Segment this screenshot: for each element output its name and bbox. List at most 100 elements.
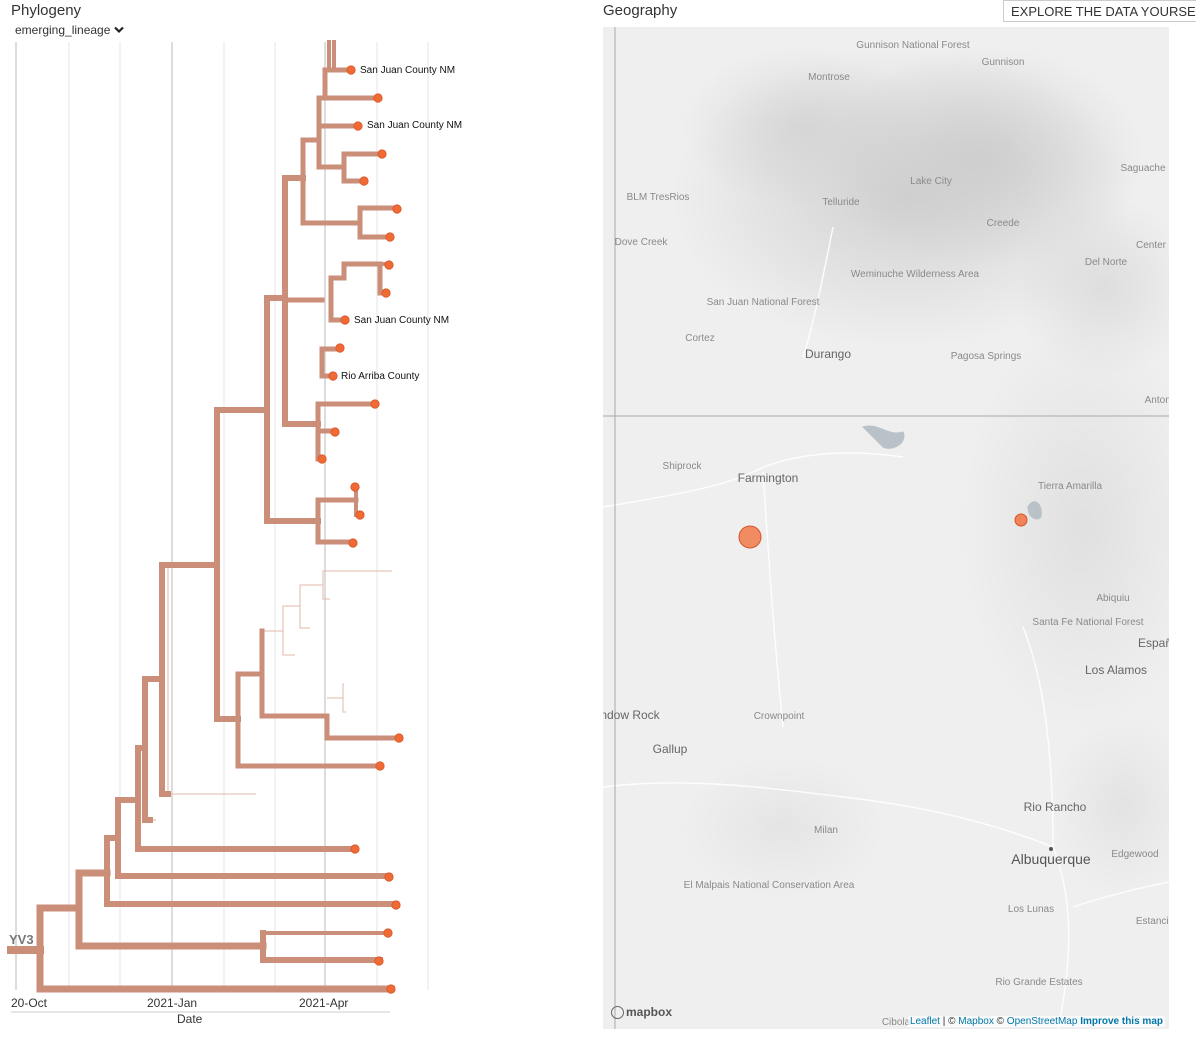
place-label: Del Norte	[1085, 257, 1128, 268]
tip	[355, 510, 365, 520]
location-marker-san-juan	[738, 525, 762, 549]
improve-map-link[interactable]: Improve this map	[1080, 1016, 1163, 1027]
tip	[386, 984, 396, 994]
place-label: Edgewood	[1111, 849, 1158, 860]
explore-data-button[interactable]: EXPLORE THE DATA YOURSE	[1003, 0, 1196, 22]
mapbox-logo[interactable]: mapbox	[611, 1005, 672, 1019]
osm-link[interactable]: OpenStreetMap	[1006, 1016, 1078, 1027]
thin-branches	[150, 565, 392, 821]
place-label: Gunnison	[982, 57, 1025, 68]
place-label: Los Lunas	[1008, 904, 1054, 915]
phylogeny-tree[interactable]: San Juan County NM San Juan County NM Sa…	[0, 0, 600, 1046]
tip	[381, 288, 391, 298]
place-label: BLM TresRios	[627, 192, 690, 203]
tip	[384, 260, 394, 270]
tip	[317, 454, 327, 464]
place-label: Estancia	[1136, 916, 1169, 927]
mapbox-icon	[611, 1005, 624, 1019]
place-label: Center	[1136, 240, 1167, 251]
geography-title: Geography	[603, 2, 678, 19]
tip	[348, 538, 358, 548]
place-label: Cortez	[685, 333, 714, 344]
tip	[384, 872, 394, 882]
tip	[335, 343, 345, 353]
major-gridlines	[15, 42, 326, 990]
place-label: Creede	[987, 218, 1020, 229]
tip	[330, 427, 340, 437]
tip	[385, 232, 395, 242]
water	[862, 425, 1042, 520]
place-label: Crownpoint	[754, 711, 805, 722]
root-label: YV3	[9, 932, 34, 947]
tip-label: San Juan County NM	[360, 65, 455, 76]
mapbox-logo-text: mapbox	[626, 1005, 673, 1019]
place-label: Saguache	[1120, 163, 1165, 174]
tip	[350, 844, 360, 854]
place-label: Weminuche Wilderness Area	[851, 269, 980, 280]
place-label: El Malpais National Conservation Area	[684, 880, 855, 891]
map-markers	[738, 513, 1028, 549]
x-axis-label: Date	[177, 1012, 203, 1026]
tip-label: San Juan County NM	[367, 120, 462, 131]
place-label: Santa Fe National Forest	[1032, 617, 1143, 628]
tip-labels: San Juan County NM San Juan County NM Sa…	[341, 65, 462, 382]
place-label: Rio Rancho	[1024, 800, 1087, 814]
tip	[373, 93, 383, 103]
place-label: Gunnison National Forest	[856, 40, 970, 51]
place-label: Albuquerque	[1011, 851, 1091, 867]
place-label: Cibola	[882, 1017, 911, 1028]
tip	[370, 399, 380, 409]
tips	[317, 65, 404, 994]
chevron-down-icon	[114, 26, 125, 34]
place-label: Gallup	[653, 742, 688, 756]
place-label: Window Rock	[603, 708, 661, 722]
place-label: San Juan National Forest	[707, 297, 820, 308]
terrain-shading	[673, 47, 1169, 897]
color-by-value: emerging_lineage	[15, 23, 111, 37]
place-label: Telluride	[822, 197, 860, 208]
leaflet-link[interactable]: Leaflet	[909, 1016, 940, 1027]
axis-tick: 2021-Jan	[147, 996, 197, 1010]
place-label: Antonito	[1145, 395, 1169, 406]
tip-label: San Juan County NM	[354, 315, 449, 326]
mapbox-link[interactable]: Mapbox	[958, 1016, 994, 1027]
place-label: Milan	[814, 825, 838, 836]
tip	[377, 149, 387, 159]
roads	[603, 226, 1169, 1029]
tip	[383, 928, 393, 938]
place-labels: Gunnison National Forest Gunnison Montro…	[603, 40, 1169, 1028]
map-attribution: Leaflet | © Mapbox © OpenStreetMap Impro…	[907, 1016, 1165, 1027]
tip	[350, 482, 360, 492]
place-label: Rio Grande Estates	[995, 977, 1082, 988]
tip	[359, 176, 369, 186]
tip	[391, 900, 401, 910]
place-label: Los Alamos	[1085, 663, 1147, 677]
axis-tick: 2021-Apr	[299, 996, 348, 1010]
tip	[392, 204, 402, 214]
tip	[374, 956, 384, 966]
place-label: Lake City	[910, 176, 952, 187]
phylogeny-title: Phylogeny	[11, 2, 82, 19]
tip	[353, 121, 363, 131]
tip	[394, 733, 404, 743]
place-label: Española	[1138, 636, 1169, 650]
tip-label: Rio Arriba County	[341, 371, 419, 382]
place-label: Durango	[805, 347, 851, 361]
tip	[328, 371, 338, 381]
place-label: Pagosa Springs	[951, 351, 1022, 362]
place-label: Tierra Amarilla	[1038, 481, 1103, 492]
place-label: Farmington	[738, 471, 799, 485]
albuquerque-dot	[1049, 847, 1053, 851]
tip	[346, 65, 356, 75]
place-label: Abiquiu	[1096, 593, 1129, 604]
tip	[340, 315, 350, 325]
axis-tick: 20-Oct	[11, 996, 48, 1010]
location-marker-rio-arriba	[1014, 513, 1028, 527]
branches	[7, 40, 402, 993]
place-label: Shiprock	[663, 461, 703, 472]
tip	[375, 761, 385, 771]
place-label: Dove Creek	[615, 237, 669, 248]
color-by-dropdown[interactable]: emerging_lineage	[15, 23, 125, 37]
place-label: Montrose	[808, 72, 850, 83]
geography-map[interactable]: Gunnison National Forest Gunnison Montro…	[603, 27, 1169, 1029]
